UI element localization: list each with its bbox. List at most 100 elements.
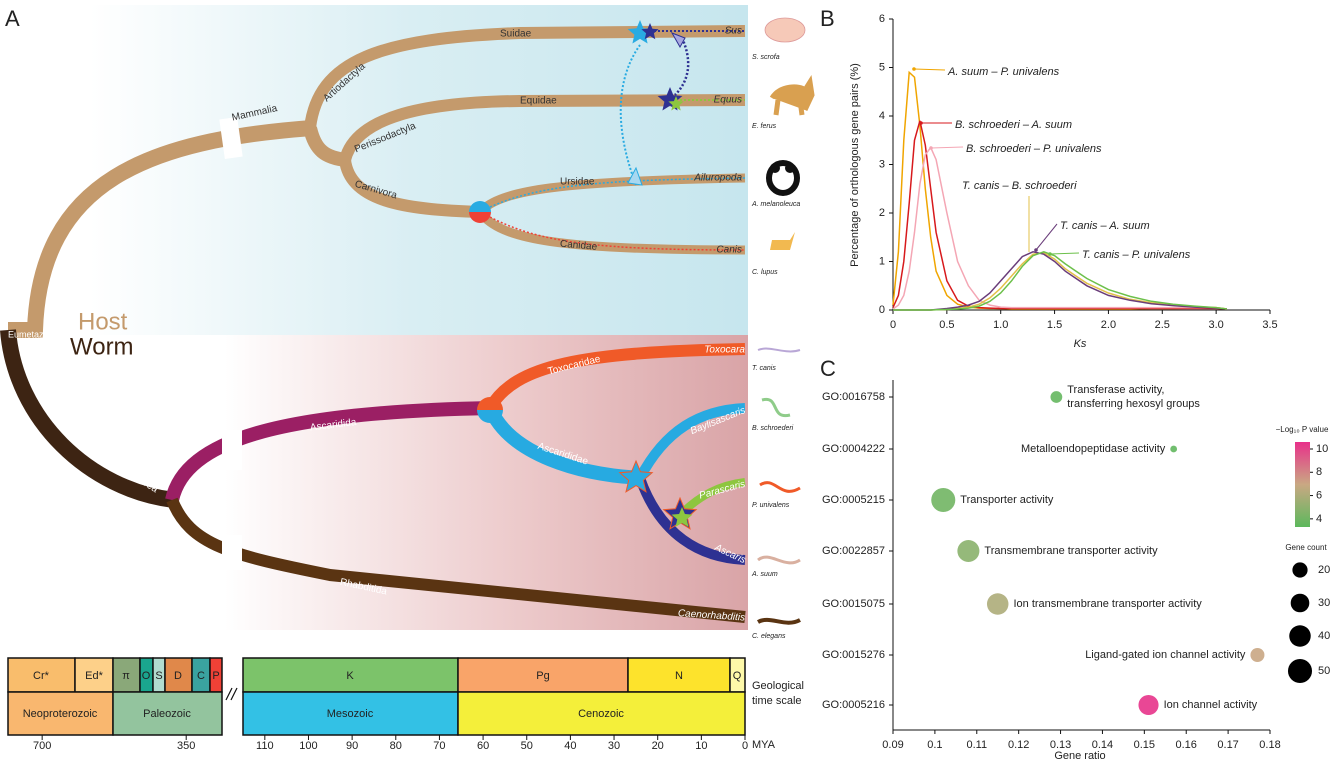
species-labels: S. scrofa E. ferus A. melanoleuca C. lup… bbox=[751, 54, 800, 640]
period-label: π bbox=[122, 670, 130, 682]
tick-label: 350 bbox=[177, 740, 195, 752]
x-tick-label: 0.5 bbox=[939, 319, 954, 331]
tick-label: 110 bbox=[256, 740, 274, 752]
tick-label: 90 bbox=[346, 740, 358, 752]
timescale-title: time scale bbox=[752, 695, 802, 707]
species-label: E. ferus bbox=[752, 123, 777, 130]
annotation: A. suum – P. univalens bbox=[947, 66, 1060, 78]
point-label: Transferase activity, transferring hexosy… bbox=[1067, 384, 1200, 410]
decoration bbox=[760, 483, 800, 492]
size-legend-title: Gene count bbox=[1285, 543, 1327, 552]
x-tick-label: 2.0 bbox=[1101, 319, 1116, 331]
animal-icons bbox=[758, 18, 812, 623]
decoration bbox=[222, 430, 242, 470]
bubble bbox=[1170, 446, 1177, 453]
decoration bbox=[785, 163, 795, 173]
branch-label: Equidae bbox=[520, 96, 557, 107]
x-axis-label: Gene ratio bbox=[1054, 750, 1105, 761]
y-tick-label: GO:0005216 bbox=[822, 699, 885, 711]
bubble bbox=[987, 593, 1009, 615]
species-label: S. scrofa bbox=[752, 54, 780, 61]
timescale-title: Geological bbox=[752, 680, 804, 692]
decoration bbox=[762, 399, 790, 415]
species-label: C. elegans bbox=[752, 633, 786, 640]
x-tick-label: 1.5 bbox=[1047, 319, 1062, 331]
tick-label: 10 bbox=[695, 740, 707, 752]
size-legend-marker bbox=[1291, 594, 1310, 613]
point-label: Transmembrane transporter activity bbox=[984, 545, 1158, 557]
x-tick-label: 3.5 bbox=[1262, 319, 1277, 331]
x-axis-label: Ks bbox=[1074, 338, 1087, 350]
point-label-line: Transferase activity, bbox=[1067, 384, 1164, 396]
timescale: Cr* Ed* π O S D C P K Pg N Q Neoproteroz… bbox=[8, 658, 804, 751]
x-tick-label: 0.18 bbox=[1259, 739, 1280, 751]
point-label: Transporter activity bbox=[960, 494, 1054, 506]
tick-label: 80 bbox=[390, 740, 402, 752]
period-label: N bbox=[675, 670, 683, 682]
decoration bbox=[758, 557, 800, 563]
bubble bbox=[1250, 648, 1264, 662]
tick-label: 30 bbox=[608, 740, 620, 752]
panel-a: A Eumetazoa Host Worm Mammalia Artiodact… bbox=[0, 5, 812, 752]
y-axis-label: Percentage of orthologous gene pairs (%) bbox=[849, 63, 861, 267]
y-tick-label: GO:0005215 bbox=[822, 494, 885, 506]
annotation-arrowhead bbox=[1048, 252, 1052, 256]
colorbar-tick-label: 8 bbox=[1316, 466, 1322, 478]
era-label: Paleozoic bbox=[143, 708, 191, 720]
genus-label: Toxocara bbox=[704, 345, 745, 356]
host-label: Host bbox=[78, 308, 128, 335]
colorbar-tick-label: 6 bbox=[1316, 489, 1322, 501]
genus-label: Equus bbox=[714, 95, 742, 106]
bubble bbox=[1138, 695, 1158, 715]
tick-label: 100 bbox=[299, 740, 317, 752]
tick-label: 20 bbox=[652, 740, 664, 752]
era-label: Cenozoic bbox=[578, 708, 624, 720]
point-label-line: Metalloendopeptidase activity bbox=[1021, 443, 1166, 455]
annotation-arrow bbox=[1036, 224, 1057, 250]
decoration bbox=[772, 82, 812, 115]
period-label: O bbox=[142, 670, 151, 682]
species-label: T. canis bbox=[752, 365, 776, 372]
y-tick-label: 5 bbox=[879, 61, 885, 73]
y-tick-label: GO:0004222 bbox=[822, 443, 885, 455]
panel-b: B Percentage of orthologous gene pairs (… bbox=[820, 6, 1278, 350]
period-label: P bbox=[212, 670, 219, 682]
y-tick-label: GO:0022857 bbox=[822, 545, 885, 557]
point-label: Ion transmembrane transporter activity bbox=[1013, 598, 1202, 610]
x-tick-label: 0.16 bbox=[1176, 739, 1197, 751]
panel-c: C Gene ratio −Log₁₀ P value Gene count 0… bbox=[820, 356, 1330, 761]
x-tick-label: 0.09 bbox=[882, 739, 903, 751]
annotation-arrowhead bbox=[929, 146, 933, 150]
x-tick-label: 3.0 bbox=[1208, 319, 1223, 331]
point-label-line: Ion channel activity bbox=[1164, 699, 1258, 711]
x-tick-label: 1.0 bbox=[993, 319, 1008, 331]
y-tick-label: GO:0016758 bbox=[822, 391, 885, 403]
x-tick-label: 0.17 bbox=[1217, 739, 1238, 751]
annotation: B. schroederi – A. suum bbox=[955, 119, 1072, 131]
species-label: C. lupus bbox=[752, 269, 778, 276]
annotation-arrowhead bbox=[1034, 248, 1038, 252]
era-label: Neoproterozoic bbox=[23, 708, 98, 720]
root-label: Eumetazoa bbox=[8, 329, 54, 339]
decoration bbox=[226, 688, 237, 700]
branch-label: Suidae bbox=[500, 29, 532, 40]
annotation: T. canis – B. schroederi bbox=[962, 180, 1077, 192]
tick-label: 70 bbox=[433, 740, 445, 752]
point-label-line: transferring hexosyl groups bbox=[1067, 398, 1200, 410]
axis-unit: MYA bbox=[752, 739, 776, 751]
tick-label: 700 bbox=[33, 740, 51, 752]
genus-label: Canis bbox=[716, 245, 742, 256]
point-label-line: Transmembrane transporter activity bbox=[984, 545, 1158, 557]
annotation-arrowhead bbox=[919, 121, 923, 125]
point-label: Ion channel activity bbox=[1164, 699, 1258, 711]
decoration bbox=[222, 535, 242, 570]
x-tick-label: 0 bbox=[890, 319, 896, 331]
period-label: K bbox=[346, 670, 354, 682]
period-label: Q bbox=[733, 670, 742, 682]
annotation-arrow bbox=[1050, 253, 1079, 254]
tick-label: 50 bbox=[521, 740, 533, 752]
colorbar-tick-label: 10 bbox=[1316, 443, 1328, 455]
annotation: T. canis – A. suum bbox=[1060, 220, 1150, 232]
y-tick-label: 3 bbox=[879, 158, 885, 170]
x-tick-label: 2.5 bbox=[1155, 319, 1170, 331]
